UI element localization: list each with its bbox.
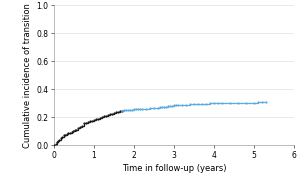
- Point: [92, 119, 96, 121]
- Point: [114, 111, 118, 114]
- Point: [260, 101, 264, 104]
- Point: [200, 102, 204, 105]
- Point: [140, 107, 144, 110]
- Point: [108, 113, 112, 116]
- Point: [136, 108, 140, 111]
- Point: [216, 102, 220, 105]
- Point: [184, 103, 188, 106]
- Point: [53, 142, 58, 145]
- Point: [122, 109, 126, 112]
- Point: [144, 107, 148, 110]
- Point: [166, 105, 170, 108]
- Point: [63, 133, 68, 136]
- Point: [84, 121, 88, 124]
- Point: [160, 106, 164, 109]
- Point: [130, 108, 134, 111]
- Point: [152, 107, 156, 109]
- Point: [172, 104, 176, 107]
- Point: [102, 115, 106, 118]
- Point: [128, 108, 132, 111]
- Point: [156, 106, 161, 109]
- Point: [52, 144, 56, 147]
- Point: [176, 103, 180, 106]
- Point: [72, 129, 77, 132]
- Point: [96, 117, 100, 120]
- Point: [158, 106, 162, 109]
- Point: [57, 138, 62, 141]
- Point: [98, 116, 102, 119]
- Point: [126, 109, 130, 111]
- Point: [208, 102, 212, 105]
- Point: [212, 102, 216, 105]
- Point: [120, 109, 124, 112]
- Point: [116, 110, 120, 113]
- Point: [74, 128, 79, 131]
- Point: [69, 130, 74, 133]
- Point: [148, 107, 152, 110]
- Point: [180, 103, 184, 106]
- Point: [71, 130, 76, 133]
- Point: [66, 132, 71, 135]
- Point: [174, 104, 178, 107]
- Point: [64, 133, 69, 135]
- Point: [58, 137, 63, 140]
- Point: [106, 114, 110, 116]
- Point: [76, 127, 80, 130]
- X-axis label: Time in follow-up (years): Time in follow-up (years): [122, 164, 226, 173]
- Point: [68, 131, 72, 134]
- Point: [256, 101, 260, 104]
- Point: [196, 102, 200, 105]
- Point: [264, 101, 268, 104]
- Point: [112, 112, 116, 114]
- Point: [118, 110, 122, 113]
- Point: [54, 141, 59, 144]
- Point: [80, 124, 84, 127]
- Point: [164, 105, 168, 108]
- Point: [78, 125, 82, 128]
- Point: [138, 108, 142, 110]
- Point: [228, 101, 232, 104]
- Point: [188, 103, 192, 106]
- Point: [162, 105, 167, 108]
- Point: [244, 101, 248, 104]
- Point: [82, 122, 86, 125]
- Point: [100, 116, 104, 119]
- Point: [252, 101, 256, 104]
- Point: [192, 103, 197, 105]
- Point: [132, 108, 136, 111]
- Point: [169, 104, 174, 107]
- Point: [134, 108, 138, 111]
- Point: [204, 102, 208, 105]
- Y-axis label: Cumulative incidence of transition: Cumulative incidence of transition: [23, 3, 32, 148]
- Point: [88, 120, 92, 123]
- Point: [90, 119, 94, 122]
- Point: [94, 118, 98, 121]
- Point: [60, 135, 64, 138]
- Point: [110, 112, 114, 115]
- Point: [220, 102, 224, 104]
- Point: [236, 101, 240, 104]
- Point: [168, 105, 172, 107]
- Point: [103, 114, 108, 117]
- Point: [120, 109, 124, 112]
- Point: [124, 109, 128, 112]
- Point: [56, 139, 60, 142]
- Point: [85, 121, 90, 124]
- Point: [61, 134, 66, 137]
